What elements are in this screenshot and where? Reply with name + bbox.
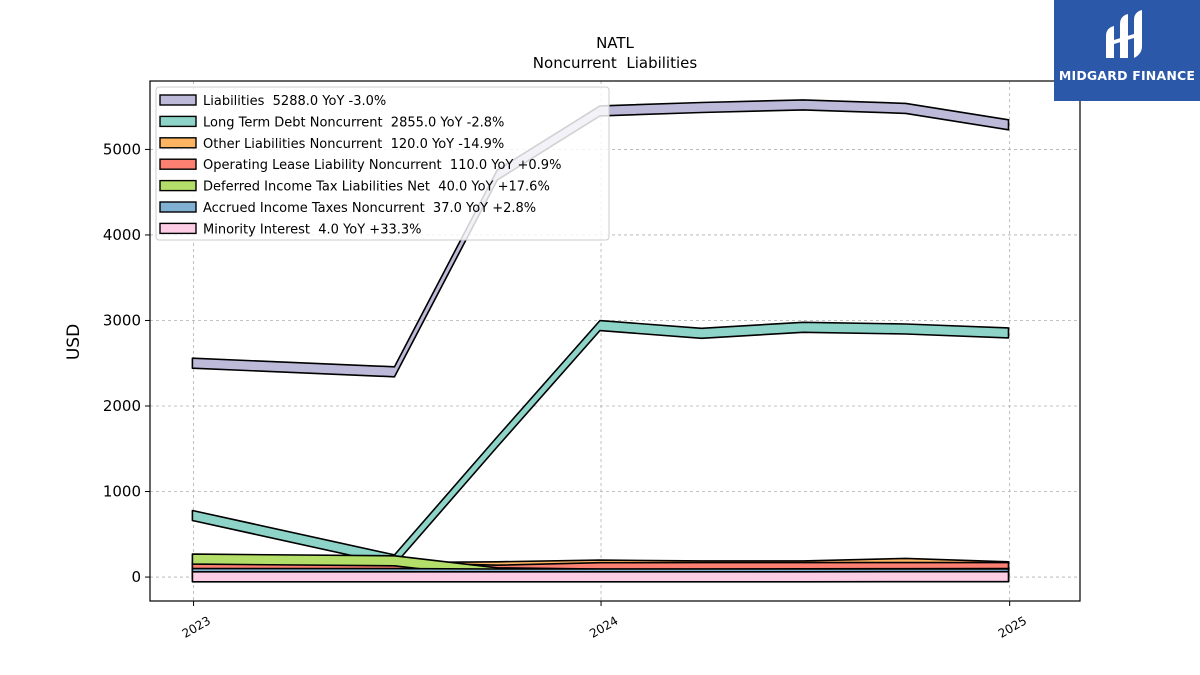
legend: Liabilities 5288.0 YoY -3.0% Long Term De… xyxy=(155,86,610,241)
legend-swatch xyxy=(159,158,197,170)
legend-entry: Long Term Debt Noncurrent 2855.0 YoY -2.… xyxy=(203,115,504,130)
series-band-1 xyxy=(191,319,1010,566)
y-tick-label: 2000 xyxy=(103,397,141,415)
series-band-6 xyxy=(191,570,1010,583)
y-axis: 0 1000 2000 3000 4000 5000 xyxy=(103,140,150,586)
legend-entry: Other Liabilities Noncurrent 120.0 YoY -… xyxy=(203,137,504,152)
y-tick-label: 1000 xyxy=(103,483,141,501)
x-axis: 2023 2024 2025 xyxy=(180,601,1029,641)
x-tick-label: 2023 xyxy=(180,613,213,640)
legend-entry: Liabilities 5288.0 YoY -3.0% xyxy=(203,94,386,109)
y-axis-label: USD xyxy=(64,324,84,360)
brand-logo: MIDGARD FINANCE xyxy=(1054,0,1200,101)
plot-area xyxy=(191,99,1010,583)
legend-swatch xyxy=(159,94,197,106)
brand-name: MIDGARD FINANCE xyxy=(1058,68,1196,83)
chart-subtitle: Noncurrent Liabilities xyxy=(533,54,698,72)
legend-entry: Minority Interest 4.0 YoY +33.3% xyxy=(203,222,422,237)
brand-mark-icon xyxy=(1106,10,1142,58)
y-tick-label: 4000 xyxy=(103,226,141,244)
legend-entry: Operating Lease Liability Noncurrent 110… xyxy=(203,158,561,173)
chart-title: NATL xyxy=(596,34,634,52)
legend-swatch xyxy=(159,222,197,235)
legend-swatch xyxy=(159,179,197,192)
legend-box xyxy=(155,86,610,241)
y-tick-label: 0 xyxy=(131,568,141,586)
y-tick-label: 3000 xyxy=(103,311,141,329)
legend-entry: Deferred Income Tax Liabilities Net 40.0… xyxy=(203,180,550,195)
x-tick-label: 2025 xyxy=(996,613,1029,640)
legend-swatch xyxy=(159,115,197,128)
legend-entry: Accrued Income Taxes Noncurrent 37.0 YoY… xyxy=(203,201,536,216)
plot-frame xyxy=(149,80,1081,602)
legend-swatch xyxy=(159,201,197,213)
x-tick-label: 2024 xyxy=(587,613,620,640)
y-tick-label: 5000 xyxy=(103,140,141,158)
legend-swatch xyxy=(159,137,197,149)
